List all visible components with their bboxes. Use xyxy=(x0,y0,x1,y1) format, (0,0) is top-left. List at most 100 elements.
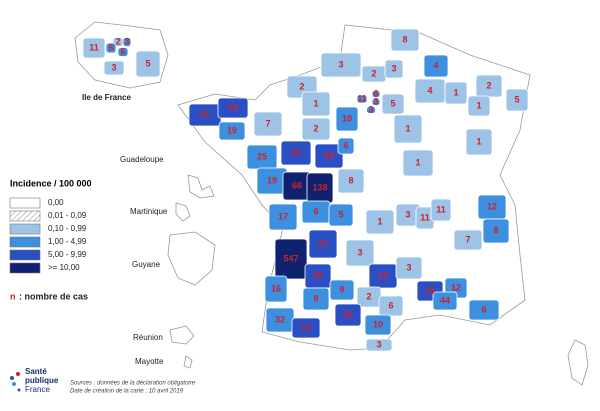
case-count: 1 xyxy=(415,157,420,167)
department xyxy=(444,81,468,105)
case-count: 12 xyxy=(451,282,461,292)
department xyxy=(117,47,129,57)
department xyxy=(395,256,423,280)
case-count: 15 xyxy=(301,322,311,332)
legend: 0,00 0,01 - 0,09 0,10 - 0,99 1,00 - 4,99 5,0… xyxy=(9,197,87,274)
case-count: 5 xyxy=(390,98,395,108)
department xyxy=(432,291,458,311)
department xyxy=(301,117,331,141)
legend-swatch xyxy=(9,210,41,222)
inset-label: Guadeloupe xyxy=(120,155,164,164)
case-count: 138 xyxy=(312,182,327,192)
corsica xyxy=(567,339,589,386)
department xyxy=(453,229,483,251)
legend-label: 5,00 - 9,99 xyxy=(48,250,87,259)
case-count: 8 xyxy=(313,293,318,303)
case-count: 19 xyxy=(267,175,277,185)
case-count: 44 xyxy=(440,295,450,305)
case-count: 1 xyxy=(453,87,458,97)
case-count: 5 xyxy=(338,209,343,219)
case-count: 2 xyxy=(313,123,318,133)
legend-label: 0,01 - 0,09 xyxy=(48,211,87,220)
case-count: 3 xyxy=(405,209,410,219)
logo-dot xyxy=(17,388,21,392)
department xyxy=(482,218,510,244)
logo-dot xyxy=(10,376,14,380)
department xyxy=(423,54,449,78)
department xyxy=(378,295,404,317)
case-count: 3 xyxy=(111,62,116,72)
department xyxy=(274,238,308,280)
case-count: 9 xyxy=(339,284,344,294)
department xyxy=(371,98,381,106)
case-count: 19 xyxy=(227,125,237,135)
case-count: 7 xyxy=(465,234,470,244)
inset-label: Réunion xyxy=(133,333,163,342)
case-count: 8 xyxy=(348,175,353,185)
logo-dot xyxy=(16,372,20,376)
sources: Sources : données de la déclaration obli… xyxy=(70,381,196,387)
inset-label: Martinique xyxy=(130,207,168,216)
case-count: 1 xyxy=(476,136,481,146)
case-count: 21 xyxy=(318,238,328,248)
case-count: 6 xyxy=(388,300,393,310)
department xyxy=(314,143,344,169)
legend-swatch xyxy=(9,223,41,235)
case-count: 4 xyxy=(433,60,438,70)
legend-label: >= 10,00 xyxy=(48,263,80,272)
department xyxy=(467,95,491,117)
department xyxy=(280,140,312,166)
case-count: 16 xyxy=(271,283,281,293)
department xyxy=(320,52,362,78)
case-count: 91 xyxy=(200,109,210,119)
department xyxy=(264,275,288,303)
case-count: 1 xyxy=(377,216,382,226)
legend-title: Incidence / 100 000 xyxy=(10,178,92,188)
department xyxy=(465,128,493,156)
department xyxy=(356,94,368,104)
legend-label: 0,10 - 0,99 xyxy=(48,224,87,233)
department xyxy=(268,203,298,231)
case-count: 547 xyxy=(283,253,298,263)
legend-swatch xyxy=(9,197,41,209)
case-count: 11 xyxy=(89,42,99,52)
logo-dot xyxy=(12,382,16,386)
department xyxy=(253,111,283,137)
case-count: 3 xyxy=(338,59,343,69)
legend-label: 0,00 xyxy=(48,198,64,207)
case-count: 11 xyxy=(420,212,430,222)
sources: Date de création de la carte : 10 avril … xyxy=(70,389,184,395)
case-count: 66 xyxy=(292,180,302,190)
logo-text: publique xyxy=(25,376,59,385)
case-count: 11 xyxy=(357,93,367,103)
case-count: 5 xyxy=(514,94,519,104)
department xyxy=(365,209,395,235)
department xyxy=(505,88,529,112)
department xyxy=(390,28,420,52)
inset-label: Mayotte xyxy=(135,357,164,366)
case-count: 93 xyxy=(228,102,238,112)
case-count: 22 xyxy=(378,270,388,280)
case-count: 6 xyxy=(313,206,318,216)
case-count: 2 xyxy=(486,80,491,90)
department xyxy=(393,114,423,144)
case-count: 10 xyxy=(373,319,383,329)
case-count: 3 xyxy=(368,104,373,114)
department xyxy=(105,42,117,54)
case-count: 1 xyxy=(405,123,410,133)
case-count: 6 xyxy=(481,304,486,314)
legend-note-symbol: n xyxy=(10,291,16,301)
case-count: 12 xyxy=(487,201,497,211)
case-count: 6 xyxy=(373,88,378,98)
case-count: 2 xyxy=(115,36,120,46)
legend-swatch xyxy=(9,249,41,261)
department xyxy=(430,198,452,222)
legend-swatch xyxy=(9,236,41,248)
department xyxy=(82,37,106,59)
case-count: 88 xyxy=(324,150,334,160)
department xyxy=(337,168,365,194)
